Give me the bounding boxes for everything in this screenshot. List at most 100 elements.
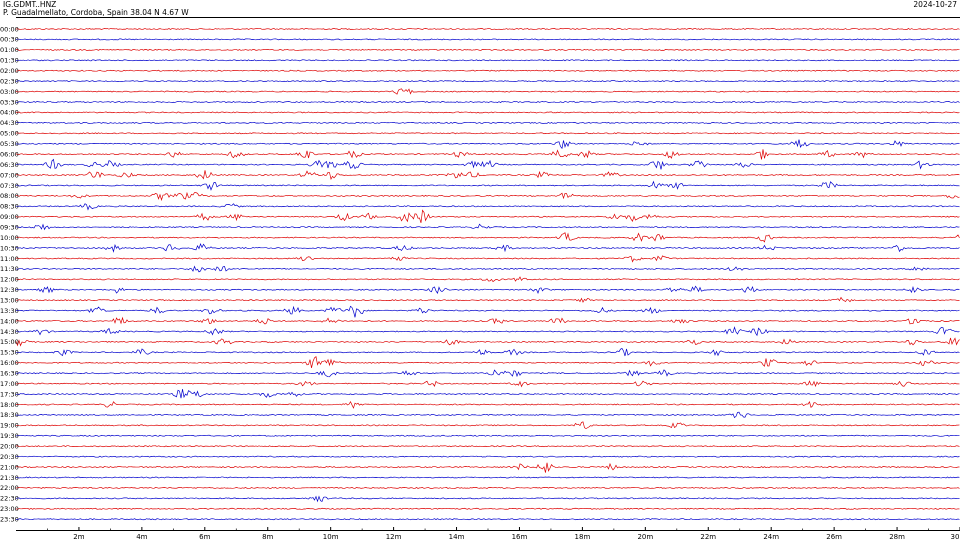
- row-label-1500: 15:00: [0, 338, 19, 346]
- trace-row-1630: [15, 369, 960, 378]
- trace-row-0530: [15, 139, 960, 150]
- trace-group: [15, 28, 960, 521]
- trace-row-0930: [15, 223, 960, 231]
- row-label-group: 00:00 00:30 01:00 01:30 02:00 02:30 03:00 03:30…: [0, 25, 19, 523]
- row-label-2030: 20:30: [0, 453, 19, 461]
- trace-row-1830: [15, 411, 960, 419]
- trace-row-0630: [15, 158, 960, 170]
- x-tick-label-10: 10m: [323, 533, 339, 540]
- trace-row-1600: [15, 356, 960, 369]
- trace-row-0500: [15, 132, 960, 135]
- row-label-0630: 06:30: [0, 161, 19, 169]
- trace-row-2200: [15, 486, 960, 489]
- row-label-1200: 12:00: [0, 276, 19, 284]
- row-label-1100: 11:00: [0, 255, 19, 263]
- record-date: 2024-10-27: [913, 0, 957, 9]
- row-label-0600: 06:00: [0, 150, 19, 158]
- trace-row-0730: [15, 180, 960, 191]
- row-label-1900: 19:00: [0, 422, 19, 430]
- row-label-2100: 21:00: [0, 463, 19, 471]
- trace-row-1900: [15, 421, 960, 430]
- row-label-0130: 01:30: [0, 57, 19, 65]
- trace-row-1800: [15, 400, 960, 409]
- row-label-0530: 05:30: [0, 140, 19, 148]
- row-label-0400: 04:00: [0, 109, 19, 117]
- x-tick-label-6: 6m: [199, 533, 210, 540]
- trace-row-0330: [15, 101, 960, 103]
- row-label-1800: 18:00: [0, 401, 19, 409]
- x-tick-label-20: 20m: [637, 533, 653, 540]
- row-label-1830: 18:30: [0, 411, 19, 419]
- x-tick-label-30: 30: [951, 533, 960, 540]
- x-tick-label-14: 14m: [449, 533, 465, 540]
- row-label-0100: 01:00: [0, 46, 19, 54]
- x-tick-label-8: 8m: [262, 533, 273, 540]
- trace-row-1730: [15, 389, 960, 399]
- trace-row-1500: [15, 337, 960, 347]
- trace-row-1430: [15, 326, 960, 337]
- row-label-0300: 03:00: [0, 88, 19, 96]
- trace-row-0900: [15, 209, 960, 223]
- row-label-2330: 23:30: [0, 516, 19, 524]
- trace-row-0230: [15, 80, 960, 83]
- trace-row-0130: [15, 59, 960, 62]
- station-code: IG.GDMT..HNZ: [3, 0, 57, 9]
- x-tick-label-16: 16m: [512, 533, 528, 540]
- x-axis: 2m 4m 6m 8m 10m 12m 14m 16m 18m 20m 22m 24m 26m 28m 30: [47, 527, 960, 540]
- row-label-1630: 16:30: [0, 369, 19, 377]
- row-label-1330: 13:30: [0, 307, 19, 315]
- row-label-2230: 22:30: [0, 495, 19, 503]
- row-label-0430: 04:30: [0, 119, 19, 127]
- trace-row-1200: [15, 276, 960, 283]
- x-tick-label-4: 4m: [136, 533, 147, 540]
- trace-row-0830: [15, 203, 960, 211]
- row-label-0730: 07:30: [0, 182, 19, 190]
- trace-row-1700: [15, 380, 960, 388]
- trace-row-1130: [15, 265, 960, 273]
- trace-row-2230: [15, 495, 960, 503]
- trace-row-1000: [15, 232, 960, 243]
- row-label-2200: 22:00: [0, 484, 19, 492]
- trace-row-2000: [15, 445, 960, 448]
- trace-row-1530: [15, 348, 960, 357]
- row-label-1400: 14:00: [0, 317, 19, 325]
- x-tick-label-28: 28m: [889, 533, 905, 540]
- trace-row-1930: [15, 434, 960, 437]
- trace-row-1230: [15, 285, 960, 295]
- row-label-1230: 12:30: [0, 286, 19, 294]
- trace-row-2030: [15, 455, 960, 458]
- trace-row-0700: [15, 170, 960, 181]
- row-label-0830: 08:30: [0, 203, 19, 211]
- row-label-1300: 13:00: [0, 296, 19, 304]
- row-label-0200: 02:00: [0, 67, 19, 75]
- trace-row-1030: [15, 243, 960, 253]
- trace-row-0200: [15, 69, 960, 72]
- row-label-1000: 10:00: [0, 234, 19, 242]
- trace-row-2330: [15, 518, 960, 521]
- row-label-1700: 17:00: [0, 380, 19, 388]
- x-tick-label-2: 2m: [73, 533, 84, 540]
- row-label-2300: 23:00: [0, 505, 19, 513]
- trace-row-0030: [15, 38, 960, 41]
- row-label-1730: 17:30: [0, 390, 19, 398]
- x-tick-label-24: 24m: [763, 533, 779, 540]
- trace-row-0000: [15, 28, 960, 30]
- x-tick-label-12: 12m: [386, 533, 402, 540]
- x-tick-label-18: 18m: [575, 533, 591, 540]
- row-label-0500: 05:00: [0, 130, 19, 138]
- trace-row-0300: [15, 88, 960, 95]
- trace-row-1100: [15, 255, 960, 263]
- x-tick-label-26: 26m: [826, 533, 842, 540]
- row-label-1430: 14:30: [0, 328, 19, 336]
- trace-row-2130: [15, 476, 960, 479]
- trace-row-2100: [15, 462, 960, 473]
- row-label-2000: 20:00: [0, 443, 19, 451]
- x-tick-label-22: 22m: [700, 533, 716, 540]
- row-label-0930: 09:30: [0, 223, 19, 231]
- trace-row-1330: [15, 305, 960, 318]
- trace-row-0600: [15, 149, 960, 160]
- trace-row-0430: [15, 121, 960, 124]
- row-label-0700: 07:00: [0, 171, 19, 179]
- trace-row-1300: [15, 296, 960, 303]
- trace-row-2300: [15, 507, 960, 510]
